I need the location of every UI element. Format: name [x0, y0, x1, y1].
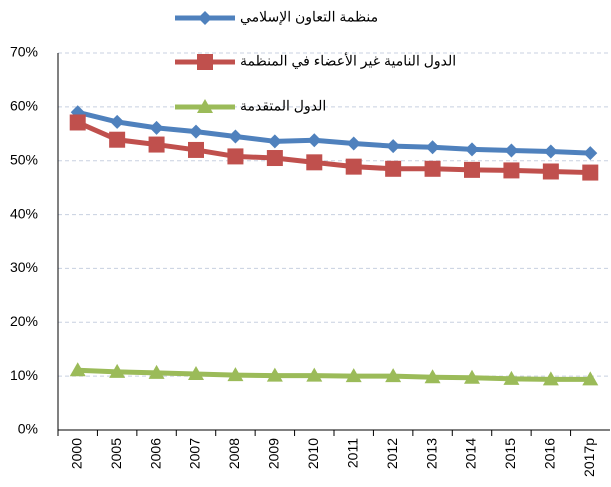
marker	[542, 371, 559, 386]
marker	[197, 54, 213, 70]
y-tick-label: 0%	[18, 421, 38, 437]
x-tick-label: 2009	[266, 438, 282, 469]
x-tick-label: 2015	[502, 438, 518, 469]
marker	[424, 369, 441, 384]
x-tick-label: 2008	[226, 438, 242, 469]
marker	[266, 367, 283, 382]
x-tick-label: 2005	[108, 438, 124, 469]
marker	[266, 150, 283, 167]
marker	[542, 163, 559, 180]
marker	[345, 368, 362, 383]
x-tick-label: 2007	[187, 438, 203, 469]
x-tick-label: 2017p	[581, 438, 597, 477]
marker	[385, 160, 402, 177]
marker	[345, 158, 362, 175]
marker	[267, 134, 282, 149]
marker	[346, 136, 361, 151]
marker	[227, 367, 244, 382]
marker	[385, 368, 402, 383]
marker	[188, 141, 204, 158]
marker	[424, 160, 441, 177]
marker	[583, 146, 598, 161]
y-tick-label: 70%	[10, 44, 38, 60]
marker	[148, 364, 165, 379]
y-tick-label: 40%	[10, 205, 38, 221]
marker	[227, 148, 244, 165]
x-tick-label: 2006	[147, 438, 163, 469]
marker	[543, 144, 558, 159]
marker	[109, 131, 126, 148]
y-tick-label: 60%	[10, 98, 38, 114]
marker	[504, 143, 519, 158]
marker	[69, 362, 86, 377]
marker	[198, 11, 212, 25]
y-tick-label: 10%	[10, 367, 38, 383]
marker	[148, 136, 165, 153]
y-tick-label: 50%	[10, 151, 38, 167]
x-tick-label: 2012	[384, 438, 400, 469]
y-tick-label: 30%	[10, 259, 38, 275]
y-tick-label: 20%	[10, 313, 38, 329]
marker	[306, 367, 323, 382]
x-tick-label: 2010	[305, 438, 321, 469]
marker	[582, 164, 599, 181]
legend-label: منظمة التعاون الإسلامي	[240, 9, 378, 26]
marker	[503, 162, 520, 179]
legend-label: الدول النامية غير الأعضاء في المنظمة	[240, 52, 456, 70]
marker	[464, 369, 480, 384]
marker	[228, 129, 243, 144]
marker	[69, 114, 86, 131]
marker	[464, 161, 480, 178]
marker	[465, 142, 479, 157]
x-tick-label: 2013	[423, 438, 439, 469]
marker	[110, 114, 125, 129]
marker	[425, 140, 440, 155]
marker	[386, 139, 401, 154]
marker	[189, 124, 203, 139]
legend-label: الدول المتقدمة	[240, 98, 326, 115]
x-tick-label: 2014	[463, 438, 479, 469]
x-tick-label: 2016	[542, 438, 558, 469]
marker	[188, 365, 204, 380]
marker	[306, 154, 323, 171]
marker	[503, 370, 520, 385]
marker	[149, 120, 164, 135]
x-tick-label: 2011	[344, 438, 360, 468]
marker	[307, 133, 322, 148]
marker	[197, 99, 213, 113]
x-tick-label: 2000	[68, 438, 84, 469]
marker	[582, 371, 599, 386]
series-line	[77, 367, 591, 382]
marker	[109, 363, 126, 378]
